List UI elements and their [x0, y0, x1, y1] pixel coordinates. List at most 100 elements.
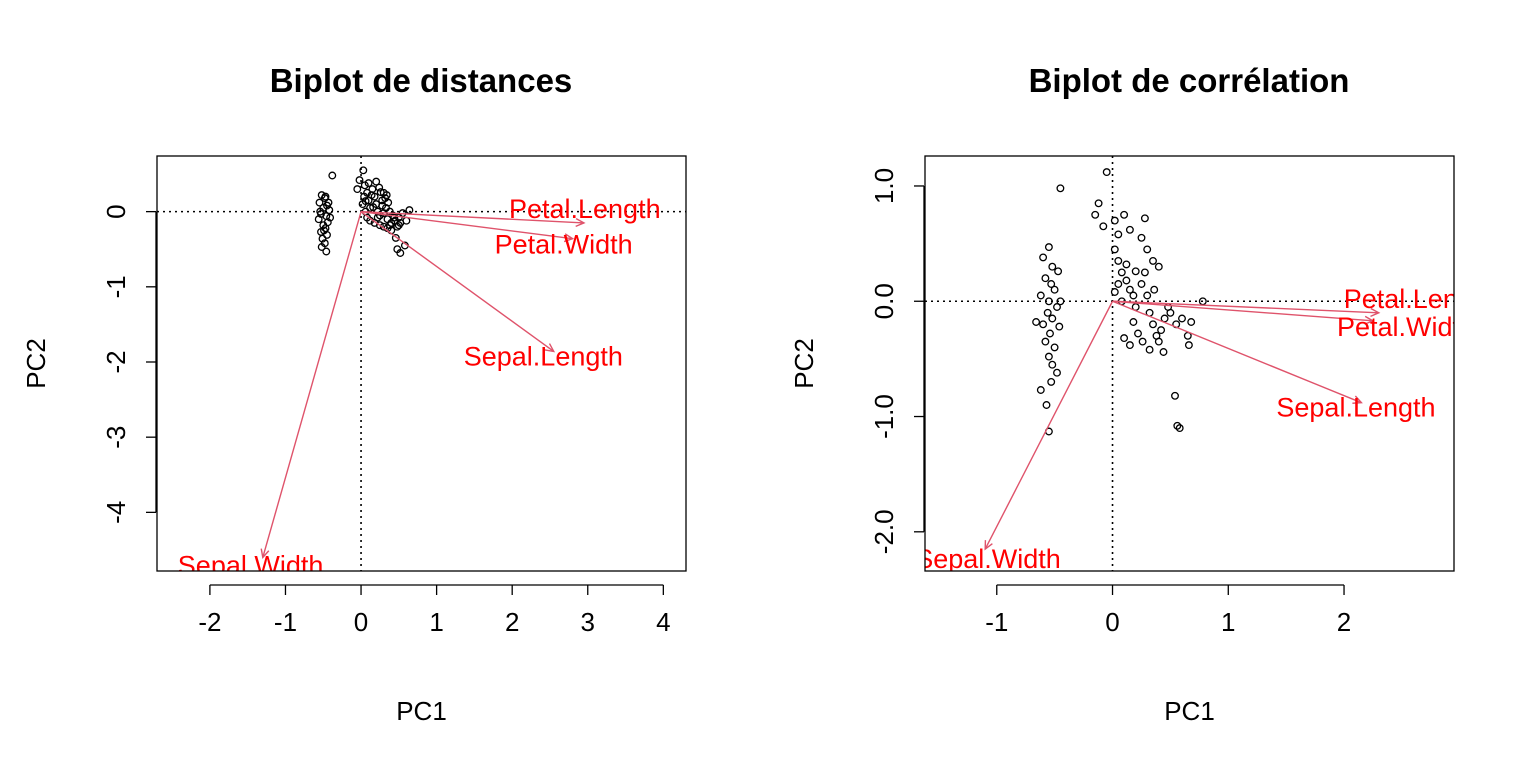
plot-frame — [156, 155, 687, 572]
variable-label: Petal.Length — [1344, 284, 1496, 314]
data-point — [1129, 318, 1138, 326]
data-point — [382, 191, 391, 200]
data-point — [1102, 168, 1111, 177]
data-point — [1125, 285, 1134, 294]
loading-arrow — [360, 210, 573, 240]
data-point — [353, 185, 362, 194]
data-point — [375, 183, 384, 192]
data-point — [317, 243, 326, 251]
loading-arrow — [360, 211, 555, 353]
x-tick-label: -1 — [274, 607, 297, 637]
data-point — [1036, 386, 1045, 394]
arrow-head — [544, 343, 556, 353]
data-point — [1120, 334, 1129, 343]
distance-biplot-panel: Biplot de distancesPC1PC2Petal.LengthPet… — [21, 62, 687, 726]
data-point — [328, 171, 337, 180]
data-point — [359, 166, 368, 175]
data-point — [1048, 314, 1057, 323]
data-point — [1125, 225, 1134, 234]
data-point — [1138, 337, 1147, 346]
chart-title: Biplot de distances — [270, 62, 573, 99]
arrow-head — [1370, 307, 1381, 317]
data-point — [1053, 368, 1061, 377]
x-tick-label: -1 — [985, 607, 1008, 637]
data-point — [320, 226, 328, 235]
arrow-head — [1352, 395, 1363, 404]
data-point — [1187, 318, 1196, 326]
data-point — [1110, 288, 1119, 296]
data-point — [315, 198, 324, 207]
data-point — [385, 221, 394, 230]
data-point — [314, 215, 323, 224]
y-tick-label: 0 — [101, 204, 131, 218]
data-point — [355, 176, 364, 185]
data-point — [1036, 291, 1045, 300]
data-point — [1047, 280, 1056, 288]
data-point — [384, 198, 393, 207]
data-point — [1110, 216, 1119, 225]
data-point — [1032, 318, 1041, 326]
plot-area: Petal.LengthPetal.WidthSepal.LengthSepal… — [915, 156, 1496, 574]
loading-arrow — [1112, 300, 1379, 314]
data-point — [1039, 320, 1048, 329]
data-point — [1140, 214, 1149, 223]
correlation-biplot-panel: Biplot de corrélation PC1 PC2 Petal.LengthP… — [789, 62, 1496, 726]
data-point — [1149, 320, 1157, 329]
data-point — [1043, 308, 1052, 317]
data-point — [1122, 276, 1131, 285]
data-point — [360, 192, 369, 201]
variable-label: Sepal.Width — [915, 544, 1061, 574]
x-tick-label: 4 — [656, 607, 670, 637]
data-point — [372, 177, 381, 186]
data-point — [1166, 308, 1175, 317]
x-axis-title: PC1 — [396, 696, 447, 726]
data-point — [394, 213, 403, 222]
data-point — [1120, 210, 1129, 219]
data-point — [1050, 285, 1059, 294]
data-point — [1143, 291, 1152, 300]
data-point — [364, 179, 373, 188]
data-point — [1171, 391, 1179, 400]
data-point — [1091, 210, 1100, 219]
data-point — [1154, 337, 1163, 346]
y-tick-label: -4 — [101, 501, 131, 524]
loading-arrow — [1112, 300, 1362, 404]
y-tick-label: -2 — [101, 350, 131, 373]
data-point — [1114, 230, 1123, 239]
data-point — [361, 197, 370, 206]
data-point — [1056, 297, 1065, 306]
y-tick-label: -3 — [101, 426, 131, 449]
data-point — [391, 233, 400, 242]
data-point — [1044, 352, 1053, 361]
y-tick-label: -1.0 — [869, 394, 899, 439]
data-point — [1140, 268, 1149, 277]
loading-arrow — [361, 210, 585, 224]
data-point — [390, 213, 399, 222]
data-point — [1159, 348, 1168, 356]
variable-label: Sepal.Width — [178, 550, 324, 580]
data-point — [322, 247, 331, 256]
data-point — [1175, 424, 1184, 433]
arrow-head — [563, 233, 575, 243]
data-point — [396, 249, 405, 257]
variable-label: Petal.Width — [495, 230, 633, 260]
data-point — [1039, 253, 1048, 262]
plot-area: Petal.LengthPetal.WidthSepal.LengthSepal… — [157, 156, 686, 580]
arrow-head — [260, 548, 270, 560]
plot-frame — [924, 155, 1455, 572]
data-point — [1157, 326, 1166, 335]
data-point — [1056, 184, 1065, 193]
variable-label: Petal.Length — [509, 194, 661, 224]
loading-arrow — [262, 211, 362, 558]
data-point — [1137, 280, 1146, 288]
data-point — [1117, 268, 1126, 277]
data-point — [1050, 343, 1059, 352]
data-point — [1137, 233, 1146, 242]
data-point — [1110, 245, 1119, 254]
data-point — [369, 203, 378, 212]
arrow-head — [575, 217, 586, 228]
data-point — [1099, 222, 1108, 231]
x-tick-label: 3 — [581, 607, 595, 637]
data-point — [1094, 199, 1103, 208]
